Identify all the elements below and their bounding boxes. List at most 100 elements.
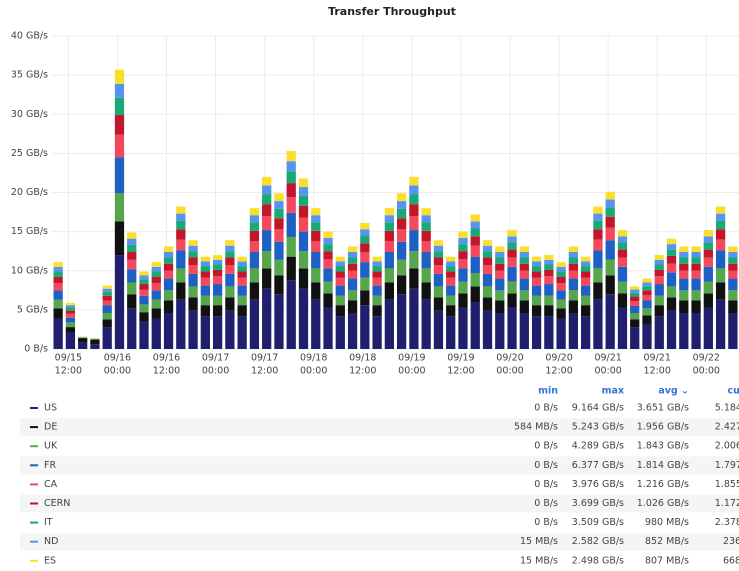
y-tick-label: 20 GB/s — [11, 187, 48, 198]
y-tick-label: 10 GB/s — [11, 265, 48, 276]
bar-segment — [519, 313, 529, 349]
bar-segment — [163, 300, 174, 314]
bar-segment — [703, 242, 713, 250]
bar-segment — [298, 231, 309, 252]
bar-segment — [225, 273, 235, 287]
x-tick-date: 09/16 — [153, 353, 180, 364]
bar-segment — [581, 277, 591, 286]
bar-segment — [531, 271, 542, 278]
bar-segment — [409, 230, 419, 252]
bar-segment — [335, 316, 345, 349]
bar-segment — [482, 265, 493, 274]
bar-segment — [654, 269, 664, 277]
bar-segment — [715, 206, 726, 214]
bar-segment — [495, 246, 505, 252]
bar-segment — [200, 256, 210, 262]
legend-name: ES — [44, 555, 56, 566]
bar-segment — [225, 257, 235, 266]
bar-segment — [666, 297, 677, 311]
bar-segment — [298, 178, 309, 188]
bar-segment — [544, 316, 554, 349]
bar-segment — [311, 241, 321, 252]
bar-segment — [495, 251, 505, 258]
bar-segment — [409, 251, 419, 269]
x-tick-time: 12:00 — [349, 366, 376, 377]
bar-segment — [482, 251, 493, 258]
bar-segment — [421, 282, 431, 300]
legend-stat: 1.216 GB/s — [637, 479, 689, 490]
bar-segment — [372, 316, 382, 349]
bar-segment — [212, 255, 223, 260]
bar-segment — [127, 251, 137, 260]
bar-segment — [507, 249, 517, 258]
bar-segment — [262, 185, 272, 195]
bar-segment — [446, 316, 456, 349]
bar-segment — [654, 264, 664, 270]
bar-segment — [556, 283, 566, 291]
bar-segment — [531, 277, 542, 286]
bar-segment — [482, 257, 493, 266]
bar-segment — [666, 263, 677, 273]
bar-segment — [274, 259, 284, 276]
bar-segment — [163, 313, 174, 349]
bar-segment — [274, 294, 284, 349]
legend-stat: 852 MB/s — [645, 536, 689, 547]
bar-segment — [298, 251, 309, 269]
bar-segment — [433, 273, 444, 287]
bar-segment — [630, 319, 640, 328]
bar-segment — [593, 229, 603, 240]
x-tick-date: 09/19 — [447, 353, 474, 364]
legend-stat: 0 B/s — [534, 403, 558, 414]
bar-segment — [458, 281, 468, 294]
bar-segment — [728, 278, 738, 291]
bar-segment — [482, 273, 493, 287]
bar-segment — [188, 251, 198, 258]
bar-segment — [249, 208, 260, 216]
bar-segment — [102, 300, 112, 306]
bar-segment — [262, 176, 272, 186]
bar-segment — [666, 255, 677, 264]
bar-segment — [151, 290, 161, 300]
bar-segment — [605, 216, 615, 228]
bar-segment — [372, 266, 382, 272]
bar-segment — [654, 284, 664, 296]
bar-segment — [679, 300, 689, 314]
legend-stat: 5.184 GB/s — [715, 403, 739, 414]
bar-segment — [200, 277, 210, 286]
bar-segment — [654, 255, 664, 260]
bar-segment — [495, 278, 505, 291]
bar-segment — [507, 307, 517, 349]
bar-segment — [544, 255, 554, 260]
bar-segment — [360, 243, 370, 252]
bar-segment — [519, 270, 529, 279]
legend-stat: 0 B/s — [534, 498, 558, 509]
bar-segment — [102, 313, 112, 320]
x-tick-time: 00:00 — [693, 366, 720, 377]
bar-segment — [225, 240, 235, 246]
bar-segment — [176, 299, 186, 349]
legend-stat: 15 MB/s — [520, 555, 558, 566]
bar-segment — [421, 241, 431, 252]
bar-segment — [163, 270, 174, 279]
bar-segment — [163, 263, 174, 271]
bar-segment — [703, 293, 713, 308]
bar-segment — [507, 242, 517, 250]
bar-segment — [298, 195, 309, 206]
bar-segment — [593, 282, 603, 300]
bar-segment — [163, 251, 174, 258]
bar-segment — [262, 194, 272, 205]
bar-segment — [335, 271, 345, 278]
bar-segment — [568, 270, 579, 279]
bar-segment — [458, 307, 468, 349]
legend-stat: 668 MB/s — [723, 555, 739, 566]
bar-segment — [568, 257, 579, 264]
bar-segment — [715, 239, 726, 251]
bar-segment — [139, 279, 149, 285]
bar-segment — [433, 265, 444, 274]
bar-segment — [642, 295, 652, 301]
bar-segment — [531, 266, 542, 272]
bar-segment — [519, 263, 529, 271]
bar-segment — [679, 246, 689, 252]
bar-segment — [200, 261, 210, 267]
x-tick-time: 12:00 — [545, 366, 572, 377]
